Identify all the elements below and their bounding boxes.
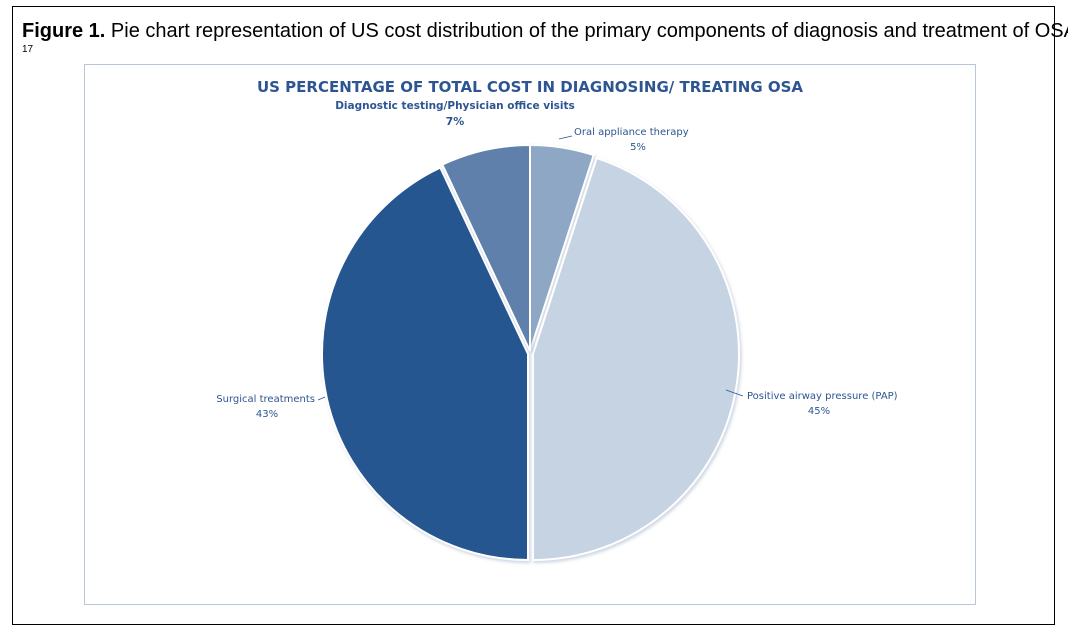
leader-line-1 — [558, 135, 573, 140]
figure-caption-text: Pie chart representation of US cost dist… — [105, 20, 1068, 42]
chart-panel: US PERCENTAGE OF TOTAL COST IN DIAGNOSIN… — [84, 64, 976, 605]
leader-line-3 — [317, 396, 326, 401]
pie-slices — [321, 143, 740, 562]
slice-label-3: Surgical treatments — [216, 394, 315, 405]
slice-value-2: 45% — [808, 406, 830, 417]
chart-title: US PERCENTAGE OF TOTAL COST IN DIAGNOSIN… — [257, 78, 803, 96]
slice-label-1: Oral appliance therapy — [574, 127, 689, 138]
pie-chart: US PERCENTAGE OF TOTAL COST IN DIAGNOSIN… — [216, 78, 898, 562]
figure-frame — [12, 6, 1055, 625]
leader-line-2 — [725, 389, 744, 397]
pie-slice-2 — [532, 156, 740, 562]
slice-value-1: 5% — [630, 142, 646, 153]
slice-value-4: 7% — [446, 115, 465, 128]
slice-labels: Oral appliance therapy 5% Positive airway … — [216, 100, 897, 420]
figure-caption-label: Figure 1. — [22, 20, 106, 42]
pie-slice-4 — [440, 143, 531, 352]
pie-slice-3 — [321, 166, 529, 562]
leader-lines — [317, 135, 744, 401]
slice-value-3: 43% — [256, 409, 278, 420]
figure-caption-refs-cont: 17 — [22, 44, 34, 55]
slice-label-2: Positive airway pressure (PAP) — [747, 391, 898, 402]
figure-caption: Figure 1. Pie chart representation of US… — [22, 18, 1068, 44]
slice-label-4: Diagnostic testing/Physician office visi… — [335, 100, 575, 112]
